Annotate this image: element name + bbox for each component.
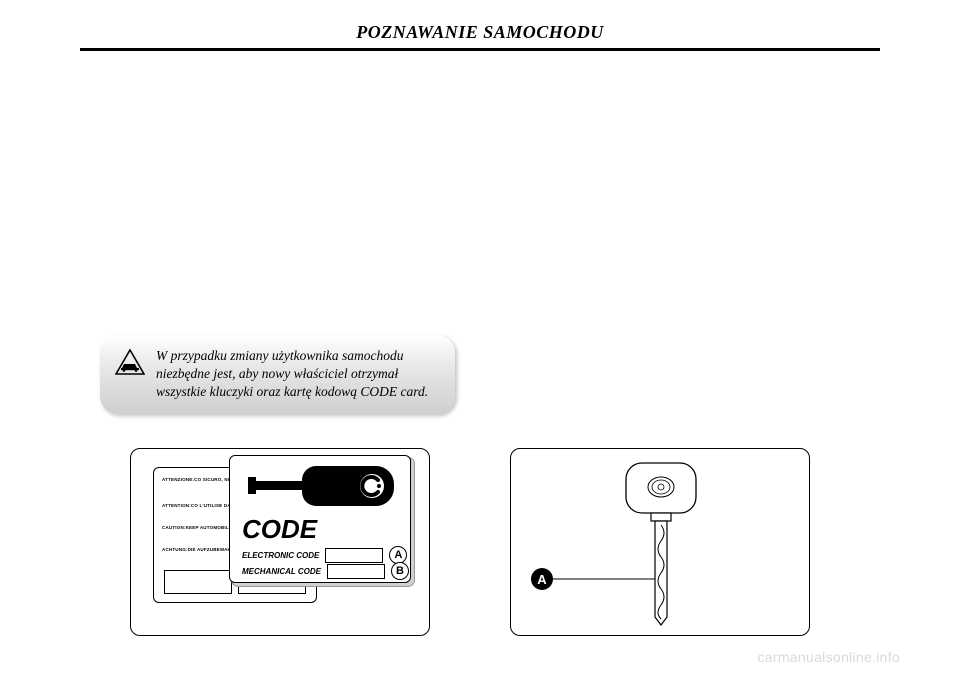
code-title: CODE [242, 514, 317, 545]
mechanical-code-row: MECHANICAL CODE B [242, 562, 409, 580]
warning-box: W przypadku zmiany użytkownika samochodu… [100, 335, 455, 414]
back-slot-left [164, 570, 232, 594]
key-drawing [626, 463, 696, 625]
key-icon [230, 458, 410, 514]
warning-text: W przypadku zmiany użytkownika samochodu… [156, 347, 439, 402]
warning-icon [114, 347, 146, 375]
badge-b: B [391, 562, 409, 580]
header-rule [80, 48, 880, 51]
electronic-code-label: ELECTRONIC CODE [242, 551, 319, 560]
callout-badge-a: A [531, 568, 553, 590]
mechanical-code-field [327, 564, 385, 579]
code-card-front: CODE ELECTRONIC CODE A MECHANICAL CODE B [229, 455, 411, 583]
watermark: carmanualsonline.info [758, 649, 901, 665]
figure-key: A [510, 448, 810, 636]
page: POZNAWANIE SAMOCHODU W przypadku zmiany … [0, 0, 960, 677]
page-title: POZNAWANIE SAMOCHODU [0, 22, 960, 43]
figure-code-card: ATTENZIONE:CO SICURO, NON I DOCUMENTI DI… [130, 448, 430, 636]
electronic-code-field [325, 548, 383, 563]
mechanical-code-label: MECHANICAL CODE [242, 567, 321, 576]
